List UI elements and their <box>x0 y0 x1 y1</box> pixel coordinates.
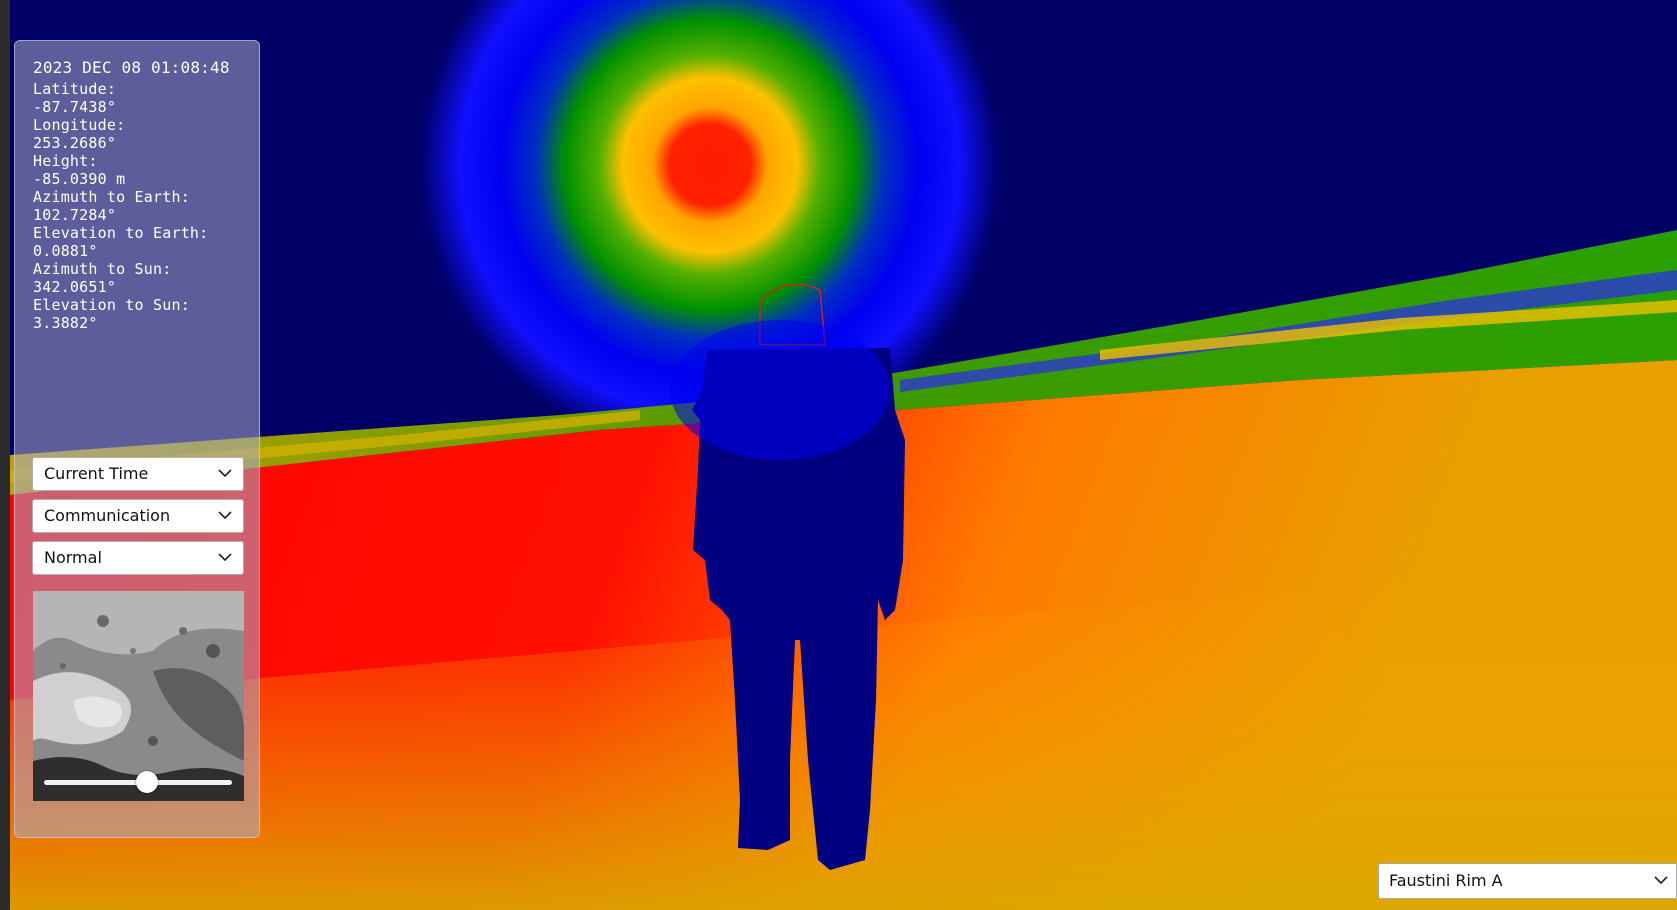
far-ridge <box>10 230 1677 495</box>
minimap[interactable] <box>33 591 244 801</box>
mode-select[interactable]: Normal <box>32 541 244 575</box>
elevation-earth-label: Elevation to Earth: <box>33 224 209 242</box>
elevation-sun-value: 3.3882° <box>33 314 98 332</box>
chevron-down-icon <box>218 500 234 532</box>
time-select[interactable]: Current Time <box>32 457 244 491</box>
height-value: -85.0390 m <box>33 170 126 188</box>
elevation-sun-label: Elevation to Sun: <box>33 296 190 314</box>
azimuth-sun-value: 342.0651° <box>33 278 117 296</box>
latitude-value: -87.7438° <box>33 98 117 116</box>
telemetry-readout: 2023 DEC 08 01:08:48 Latitude: -87.7438°… <box>33 58 230 333</box>
minimap-slider-thumb[interactable] <box>136 771 159 793</box>
minimap-terrain-image <box>33 591 244 801</box>
layer-select-value: Communication <box>44 506 171 525</box>
layer-select[interactable]: Communication <box>32 499 244 533</box>
latitude-label: Latitude: <box>33 80 117 98</box>
azimuth-earth-label: Azimuth to Earth: <box>33 188 190 206</box>
window-edge <box>0 0 10 910</box>
longitude-label: Longitude: <box>33 116 126 134</box>
location-select[interactable]: Faustini Rim A <box>1378 863 1677 899</box>
height-label: Height: <box>33 152 98 170</box>
time-select-value: Current Time <box>44 464 149 483</box>
longitude-value: 253.2686° <box>33 134 117 152</box>
azimuth-earth-value: 102.7284° <box>33 206 117 224</box>
chevron-down-icon <box>218 458 234 490</box>
location-select-value: Faustini Rim A <box>1389 871 1503 890</box>
chevron-down-icon <box>1654 864 1670 898</box>
timestamp: 2023 DEC 08 01:08:48 <box>33 58 230 77</box>
mode-select-value: Normal <box>44 548 102 567</box>
elevation-earth-value: 0.0881° <box>33 242 98 260</box>
info-panel: 2023 DEC 08 01:08:48 Latitude: -87.7438°… <box>14 40 260 838</box>
azimuth-sun-label: Azimuth to Sun: <box>33 260 172 278</box>
chevron-down-icon <box>218 542 234 574</box>
